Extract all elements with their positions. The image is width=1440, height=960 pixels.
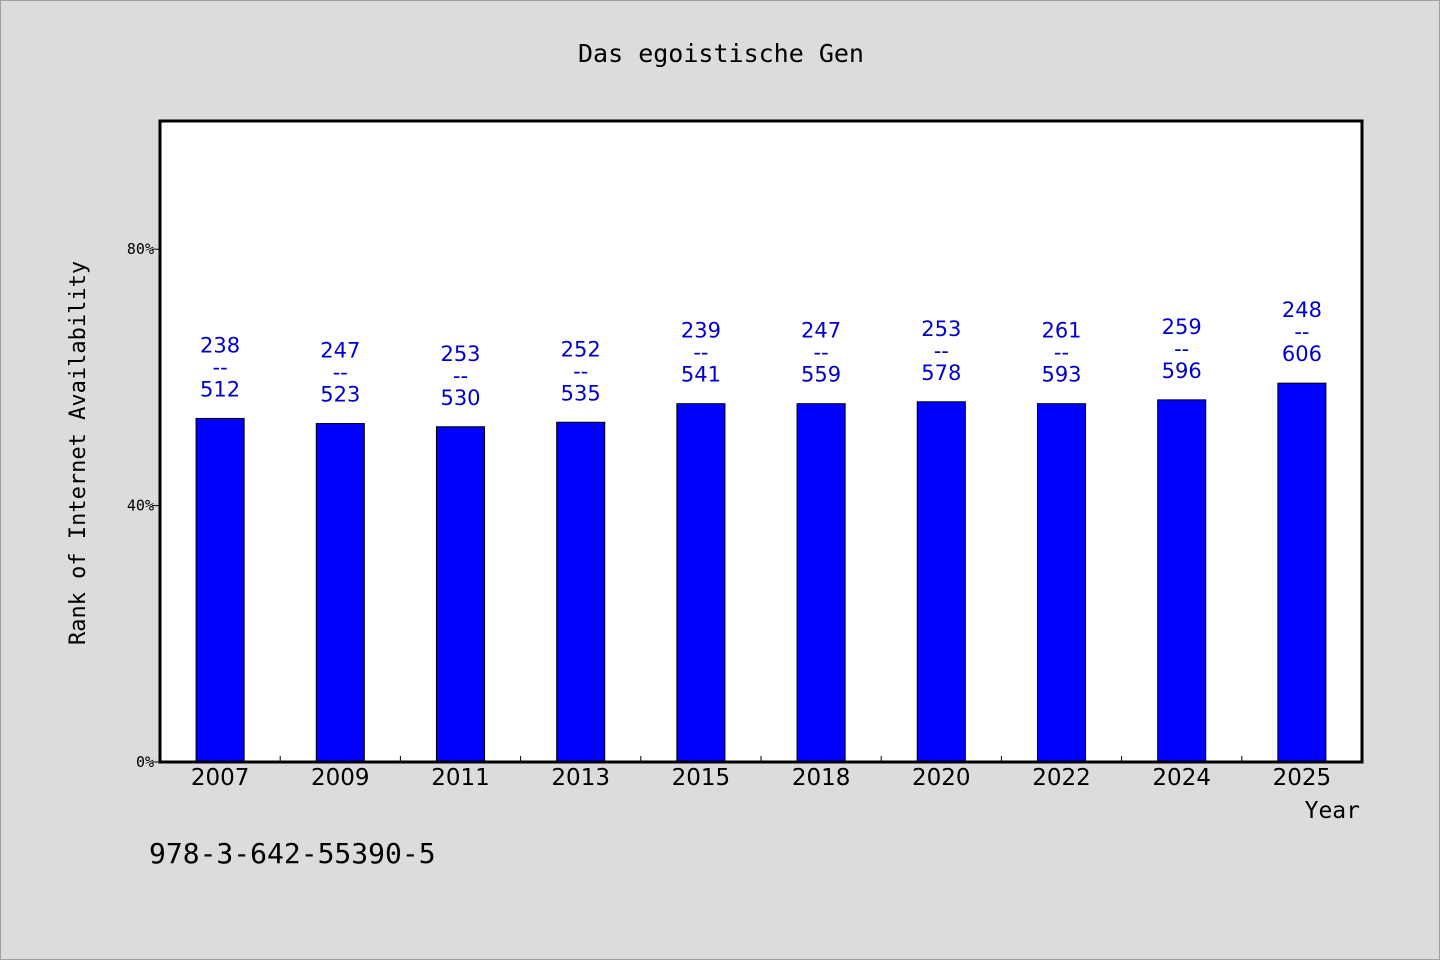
bar [796,403,846,763]
data-label-top: 247 [320,339,360,363]
data-label-separator: -- [1174,337,1189,361]
data-label-bottom: 541 [681,363,721,387]
data-label-separator: -- [1054,341,1069,365]
data-label-top: 253 [921,317,961,341]
y-tick-label: 40% [127,497,154,515]
x-tick-label: 2009 [311,765,370,791]
bar [1036,403,1087,763]
bar [195,417,245,763]
bar [1277,382,1327,763]
bar [556,421,606,763]
data-label-separator: -- [934,339,949,363]
data-label-bottom: 535 [561,381,601,405]
data-label-bottom: 578 [921,361,961,385]
data-label-separator: -- [1294,320,1309,344]
data-label-bottom: 559 [801,363,841,387]
data-label-separator: -- [573,359,588,383]
data-label-bottom: 523 [320,383,360,407]
data-label-separator: -- [814,341,829,365]
data-label-separator: -- [333,361,348,385]
x-tick-label: 2015 [672,765,731,791]
bar [315,423,365,763]
data-label-bottom: 593 [1041,363,1081,387]
y-axis: 0% 40% 80% [127,240,160,771]
bar [916,401,966,763]
x-tick-label: 2011 [431,765,490,791]
x-axis: 2007 2009 2011 2013 2015 2018 2020 2022 2024 2025 [191,756,1331,791]
y-tick-label: 80% [127,240,154,258]
data-label-top: 248 [1282,298,1322,322]
data-label-top: 247 [801,319,841,343]
y-tick-label: 0% [136,753,154,771]
isbn-text: 978-3-642-55390-5 [149,837,436,870]
y-axis-label: Rank of Internet Availability [66,261,91,645]
x-axis-label: Year [1305,798,1360,824]
data-label-top: 238 [200,333,240,357]
data-labels-layer: 238--512247--523253--530252--535239--541… [200,298,1322,410]
data-label-top: 253 [440,342,480,366]
data-label-bottom: 606 [1282,342,1322,366]
data-label-top: 259 [1162,315,1202,339]
data-label-separator: -- [213,355,228,379]
x-tick-label: 2025 [1273,765,1332,791]
data-label-separator: -- [693,341,708,365]
data-label-bottom: 596 [1162,359,1202,383]
chart-title: Das egoistische Gen [578,39,864,68]
x-tick-label: 2024 [1152,765,1211,791]
bars-layer [195,382,1327,763]
data-label-top: 261 [1041,319,1081,343]
x-tick-label: 2020 [912,765,971,791]
x-tick-label: 2007 [191,765,250,791]
data-label-bottom: 530 [440,386,480,410]
x-tick-label: 2013 [551,765,610,791]
data-label-bottom: 512 [200,377,240,401]
bar [676,403,726,763]
x-tick-label: 2018 [792,765,851,791]
data-label-top: 239 [681,319,721,343]
data-label-separator: -- [453,364,468,388]
x-tick-label: 2022 [1032,765,1091,791]
data-label-top: 252 [561,337,601,361]
bar [1157,399,1207,763]
bar [435,426,486,763]
